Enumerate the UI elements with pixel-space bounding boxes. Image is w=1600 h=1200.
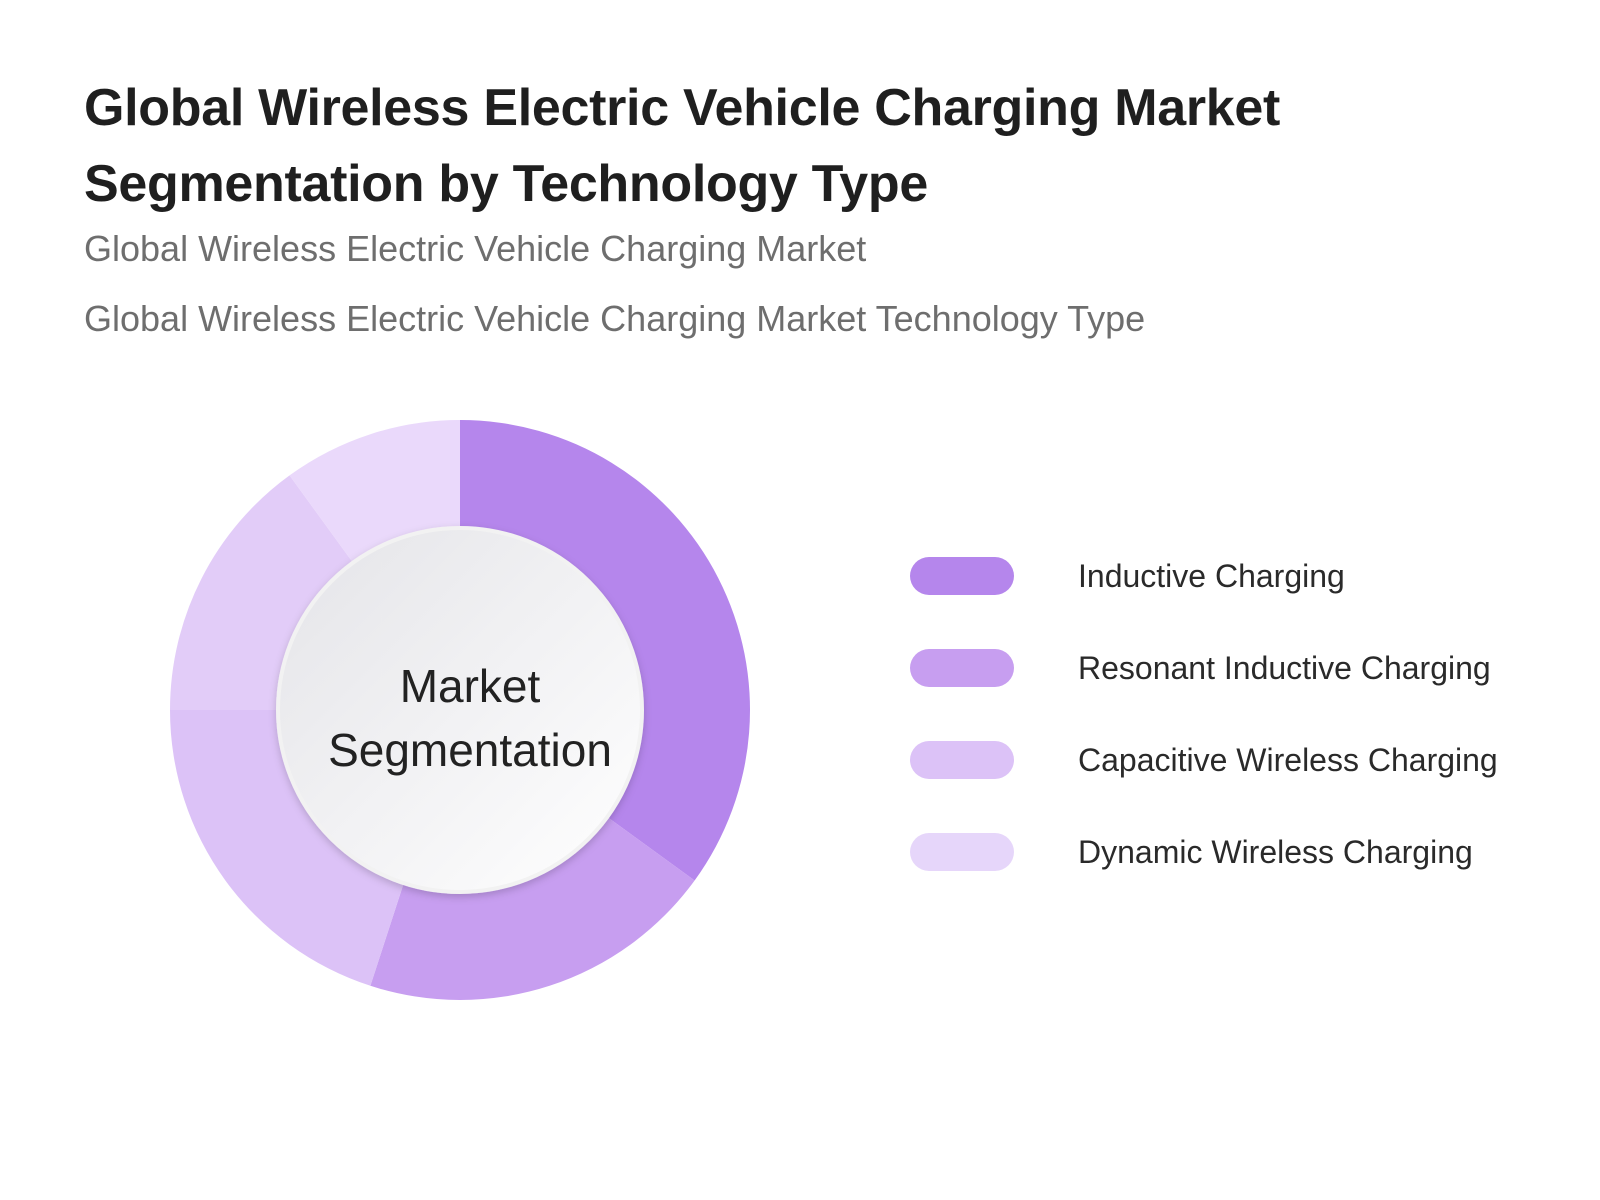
- donut-chart: [170, 420, 750, 1001]
- legend-label: Inductive Charging: [1078, 557, 1345, 594]
- legend-item-resonant-inductive-charging: Resonant Inductive Charging: [910, 622, 1498, 714]
- legend-label: Resonant Inductive Charging: [1078, 649, 1491, 686]
- donut-slice-5: [289, 420, 460, 565]
- legend-item-capacitive-wireless-charging: Capacitive Wireless Charging: [910, 714, 1498, 806]
- chart-legend: Inductive Charging Resonant Inductive Ch…: [910, 530, 1498, 898]
- donut-slice-4: [170, 475, 355, 710]
- legend-swatch: [910, 741, 1014, 779]
- legend-item-inductive-charging: Inductive Charging: [910, 530, 1498, 622]
- legend-item-dynamic-wireless-charging: Dynamic Wireless Charging: [910, 806, 1498, 898]
- chart-subtitle-secondary: Global Wireless Electric Vehicle Chargin…: [84, 298, 1146, 339]
- donut-center-label: Market Segmentation: [328, 660, 612, 776]
- donut-slice-3: [170, 710, 405, 986]
- chart-header: Global Wireless Electric Vehicle Chargin…: [84, 70, 1504, 342]
- chart-title: Global Wireless Electric Vehicle Chargin…: [84, 79, 1281, 213]
- donut-slice-1: [460, 420, 750, 881]
- donut-slice-2: [370, 815, 695, 1001]
- donut-slices: [170, 420, 750, 1001]
- legend-swatch: [910, 649, 1014, 687]
- legend-swatch: [910, 557, 1014, 595]
- legend-label: Dynamic Wireless Charging: [1078, 833, 1473, 870]
- legend-label: Capacitive Wireless Charging: [1078, 741, 1498, 778]
- legend-swatch: [910, 833, 1014, 871]
- donut-center-disc: [276, 526, 644, 894]
- chart-subtitle-primary: Global Wireless Electric Vehicle Chargin…: [84, 228, 867, 269]
